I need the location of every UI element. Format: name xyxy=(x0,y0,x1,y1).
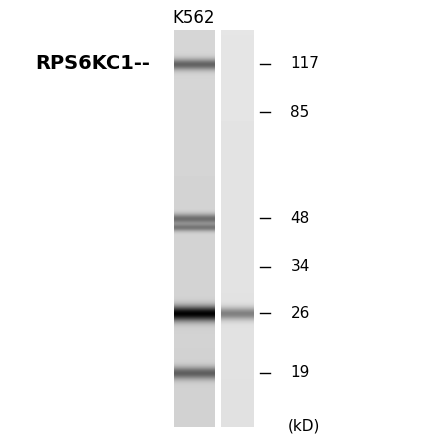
Text: 117: 117 xyxy=(290,56,319,71)
Text: 26: 26 xyxy=(290,306,310,321)
Text: RPS6KC1--: RPS6KC1-- xyxy=(35,54,150,74)
Text: (kD): (kD) xyxy=(288,418,321,433)
Text: 85: 85 xyxy=(290,105,310,120)
Text: 34: 34 xyxy=(290,259,310,274)
Text: 48: 48 xyxy=(290,211,310,226)
Text: K562: K562 xyxy=(172,9,215,26)
Text: 19: 19 xyxy=(290,365,310,380)
